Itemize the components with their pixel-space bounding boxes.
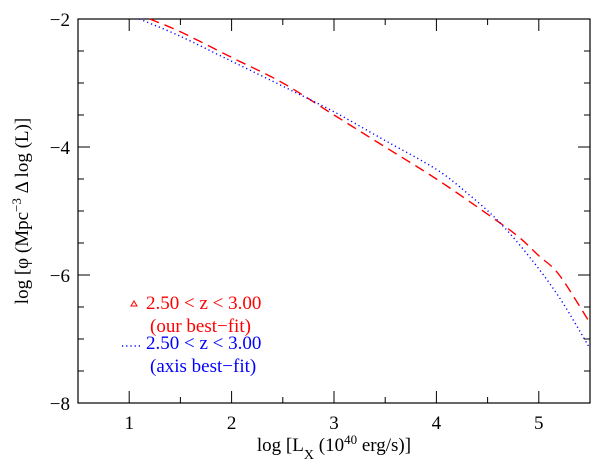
legend-label-1: 2.50 < z < 3.00 [146,333,261,354]
x-tick-label: 2 [227,413,237,434]
x-tick-label: 4 [432,413,442,434]
x-tick-label: 1 [124,413,134,434]
y-tick-label: −8 [50,394,70,415]
legend-sublabel-1: (axis best−fit) [150,356,256,377]
y-tick-label: −4 [50,138,71,159]
axis-tick-labels: 1 2 3 4 5 −8 −6 −4 −2 [50,10,544,434]
x-tick-label: 3 [329,413,339,434]
x-tick-label: 5 [534,413,544,434]
series-line-0 [149,18,591,324]
y-tick-label: −6 [50,266,70,287]
legend-label-0: 2.50 < z < 3.00 [146,293,261,314]
x-axis-label: log [LX (1040 erg/s)] [257,432,411,463]
legend-sublabel-0: (our best−fit) [150,316,251,337]
y-axis-label: log [φ (Mpc−3 Δ log (L)] [9,118,34,304]
legend-marker-0 [130,300,138,307]
axis-ticks [77,18,591,404]
y-tick-label: −2 [50,10,70,31]
series-group [139,18,591,349]
legend: 2.50 < z < 3.00 (our best−fit) 2.50 < z … [122,293,261,377]
